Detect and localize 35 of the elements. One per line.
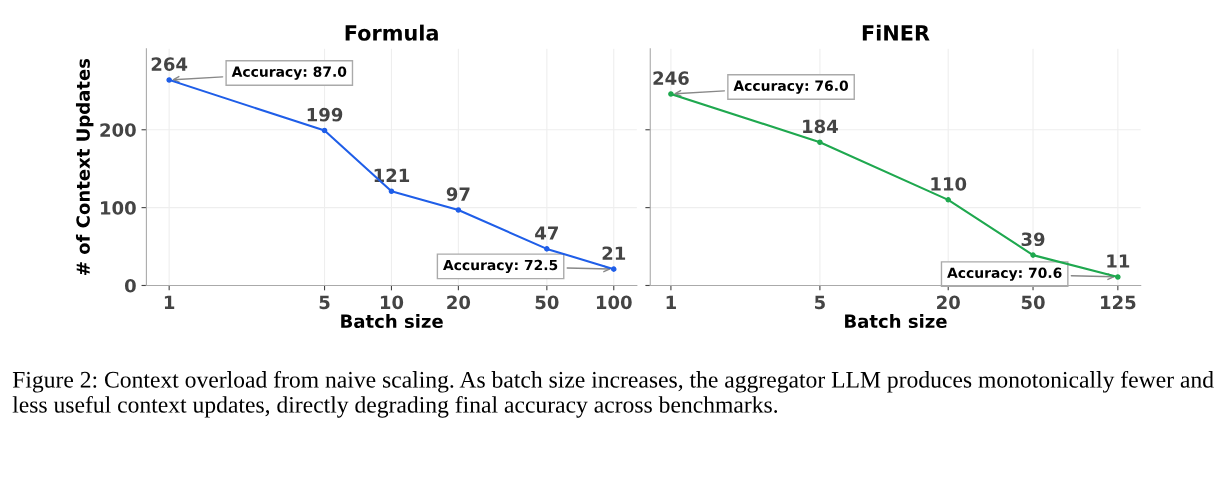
x-tick-label: 125 (1101, 295, 1136, 310)
x-tick-label: 5 (815, 295, 825, 310)
data-label: 47 (535, 226, 558, 240)
annotation: Accuracy: 72.5 (443, 259, 558, 274)
chart-title: FiNER (862, 24, 930, 41)
annotation: Accuracy: 87.0 (231, 66, 347, 80)
data-label: 11 (1107, 254, 1130, 268)
data-label: 121 (374, 168, 410, 182)
x-axis-title: Batch size (341, 314, 443, 329)
data-label: 264 (151, 57, 188, 71)
x-tick-label: 50 (1021, 295, 1045, 310)
data-label: 184 (803, 119, 838, 134)
data-label: 110 (931, 177, 967, 191)
x-tick-label: 50 (535, 295, 559, 310)
x-tick-label: 1 (666, 295, 676, 309)
y-tick-label: 100 (101, 201, 136, 215)
caption: Figure 2: Context overload from naive scaling. As batch size increases, the aggregator LLM produces monotonically fewer and less useful context updates, directly degrading final accuracy across benchmarks. (12, 370, 1214, 418)
x-axis-title: Batch size (845, 314, 947, 329)
x-tick-label: 20 (937, 295, 960, 310)
x-tick-label: 20 (447, 295, 471, 310)
data-label: 97 (446, 187, 470, 201)
data-label: 21 (602, 246, 626, 260)
chart-title: Formula (345, 24, 438, 41)
data-label: 39 (1021, 232, 1045, 247)
y-axis-title: # of Context Updates (75, 58, 94, 276)
data-label: 246 (653, 71, 689, 85)
x-tick-label: 1 (164, 295, 175, 309)
y-tick-label: 0 (124, 278, 136, 293)
data-label: 199 (307, 107, 343, 122)
x-tick-label: 10 (380, 295, 404, 310)
y-tick-label: 200 (100, 123, 136, 137)
x-tick-label: 100 (596, 295, 632, 310)
annotation: Accuracy: 70.6 (947, 267, 1062, 281)
annotation: Accuracy: 76.0 (733, 80, 849, 94)
x-tick-label: 5 (319, 295, 330, 310)
